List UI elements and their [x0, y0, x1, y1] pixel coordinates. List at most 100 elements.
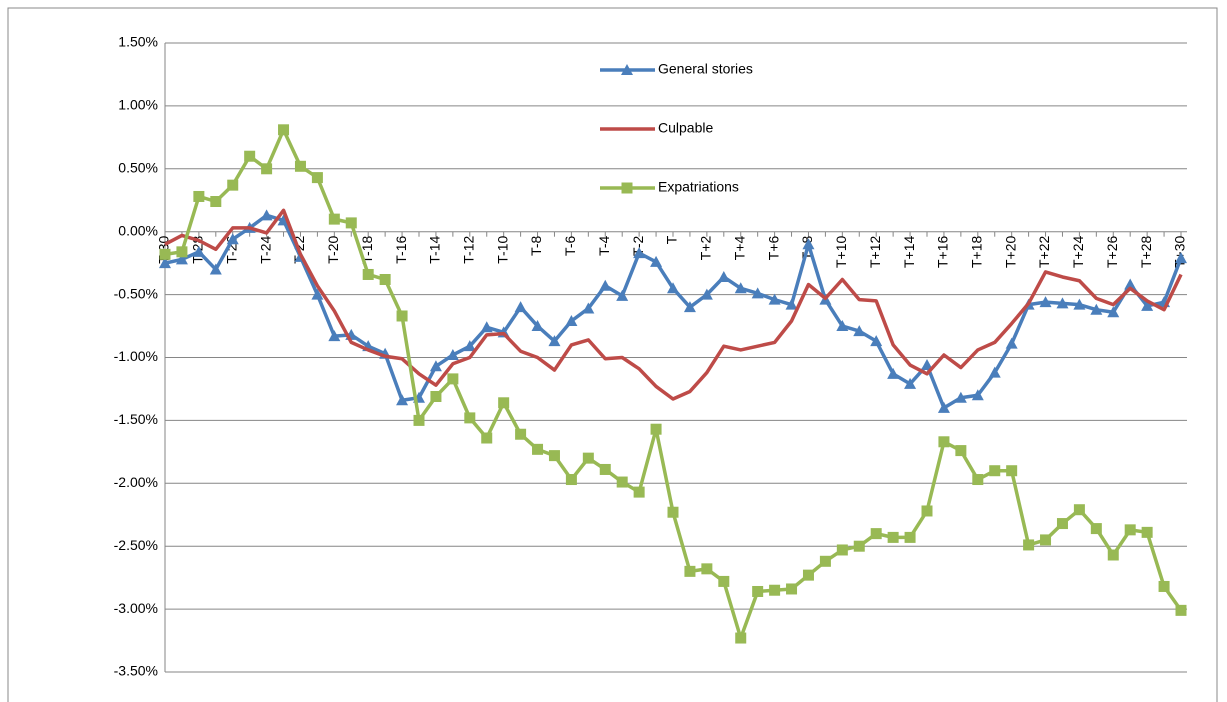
- x-tick-label: T: [664, 235, 680, 244]
- x-tick-label: T-2: [630, 235, 646, 255]
- y-tick-label: 1.50%: [118, 34, 158, 50]
- data-point: [192, 245, 205, 257]
- data-point: [1006, 465, 1018, 477]
- data-point: [734, 282, 747, 294]
- data-point: [430, 390, 442, 402]
- data-point: [904, 377, 917, 389]
- data-point: [955, 445, 967, 457]
- data-point: [1107, 549, 1119, 561]
- y-tick-label: -0.50%: [114, 285, 158, 301]
- legend-label: Expatriations: [658, 179, 739, 195]
- data-point: [396, 394, 409, 406]
- data-point: [785, 298, 798, 310]
- data-point: [1039, 296, 1052, 308]
- x-tick-label: T-16: [393, 235, 409, 263]
- data-point: [633, 247, 646, 259]
- data-point: [650, 423, 662, 435]
- data-point: [328, 213, 340, 225]
- data-point: [988, 366, 1001, 378]
- data-point: [683, 301, 696, 313]
- data-point: [735, 632, 747, 644]
- data-point: [700, 288, 713, 300]
- series-line: [164, 128, 1183, 640]
- data-point: [802, 238, 815, 250]
- data-point: [1073, 504, 1085, 516]
- data-point: [447, 373, 459, 385]
- data-point: [616, 289, 629, 301]
- data-point: [1124, 524, 1136, 536]
- y-tick-label: 0.00%: [118, 222, 158, 238]
- data-point: [786, 583, 798, 595]
- data-point: [261, 163, 273, 175]
- data-point: [565, 315, 578, 327]
- y-tick-label: -1.50%: [114, 411, 158, 427]
- y-tick-label: -1.00%: [114, 348, 158, 364]
- series-line: [164, 208, 1183, 401]
- data-point: [1005, 337, 1018, 349]
- data-point: [954, 391, 967, 403]
- x-tick-label: T+10: [833, 235, 849, 268]
- data-point: [396, 310, 408, 322]
- data-point: [870, 335, 883, 347]
- data-point: [971, 389, 984, 401]
- data-point: [278, 124, 290, 136]
- data-point: [717, 270, 730, 282]
- y-tick-label: -2.50%: [114, 537, 158, 553]
- x-tick-label: T+26: [1104, 235, 1120, 268]
- data-point: [887, 367, 900, 379]
- x-tick-label: T+20: [1002, 235, 1018, 268]
- data-point: [1090, 523, 1102, 535]
- x-tick-label: T-4: [596, 235, 612, 255]
- data-point: [1141, 526, 1153, 538]
- data-point: [887, 531, 899, 543]
- y-tick-label: -3.00%: [114, 600, 158, 616]
- data-point: [226, 233, 239, 245]
- data-point: [972, 474, 984, 486]
- data-point: [176, 246, 188, 258]
- data-point: [752, 585, 764, 597]
- data-point: [413, 414, 425, 426]
- data-point: [1175, 604, 1187, 616]
- data-point: [701, 563, 713, 575]
- legend-marker: [621, 64, 633, 75]
- data-point: [667, 506, 679, 518]
- data-point: [548, 335, 561, 347]
- data-point: [175, 253, 188, 265]
- data-point: [836, 320, 849, 332]
- data-point: [345, 217, 357, 229]
- data-point: [599, 279, 612, 291]
- data-point: [159, 257, 171, 269]
- x-tick-label: T+24: [1070, 235, 1086, 268]
- data-point: [244, 150, 256, 162]
- y-tick-label: 0.50%: [118, 160, 158, 176]
- data-point: [853, 325, 866, 337]
- data-point: [514, 301, 527, 313]
- data-point: [1040, 534, 1052, 546]
- y-tick-label: -2.00%: [114, 474, 158, 490]
- data-point: [1056, 518, 1068, 530]
- data-point: [227, 179, 239, 191]
- data-point: [210, 196, 222, 208]
- data-point: [667, 282, 679, 294]
- data-point: [616, 476, 628, 488]
- data-point: [379, 274, 391, 286]
- data-point: [599, 463, 611, 475]
- x-tick-label: T+28: [1138, 235, 1154, 268]
- data-point: [836, 544, 848, 556]
- data-point: [532, 443, 544, 455]
- x-tick-label: T-20: [325, 235, 341, 263]
- data-point: [582, 452, 594, 464]
- data-point: [1090, 303, 1103, 315]
- data-point: [937, 401, 950, 413]
- data-point: [446, 348, 459, 360]
- data-point: [481, 432, 493, 444]
- data-point: [294, 160, 306, 172]
- data-point: [565, 474, 577, 486]
- data-point: [548, 450, 560, 462]
- data-point: [311, 172, 323, 184]
- x-tick-label: T-6: [562, 235, 578, 255]
- data-point: [1056, 297, 1069, 309]
- legend-label: Culpable: [658, 120, 713, 136]
- data-point: [1175, 252, 1187, 264]
- x-tick-label: T+18: [969, 235, 985, 268]
